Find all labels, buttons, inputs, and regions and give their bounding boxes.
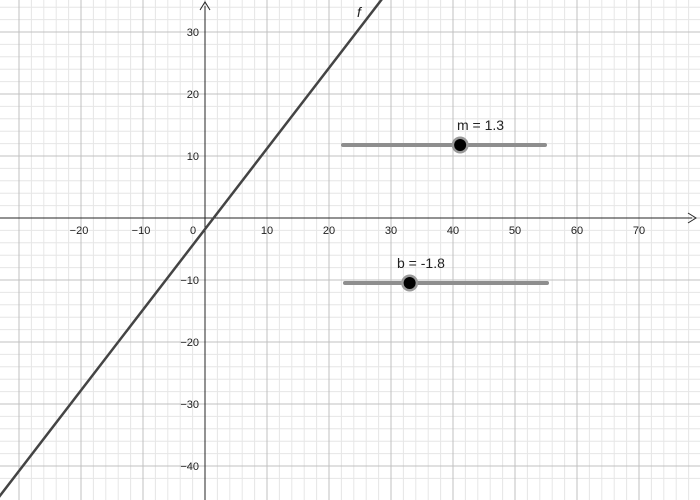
x-tick-label: 70: [633, 225, 645, 237]
x-tick-label: 50: [509, 225, 521, 237]
y-tick-label: 20: [187, 89, 199, 101]
y-tick-labels: 30 20 10 −10 −20 −30 −40: [180, 27, 199, 473]
x-tick-label: 60: [571, 225, 583, 237]
slider-b[interactable]: b = -1.8: [343, 255, 549, 292]
y-tick-label: 30: [187, 27, 199, 39]
x-tick-labels: −20 −10 0 10 20 30 40 50 60 70: [70, 225, 645, 237]
x-axis-arrow-icon: [687, 212, 697, 224]
y-tick-label: −30: [180, 399, 199, 411]
y-tick-label: −40: [180, 461, 199, 473]
x-tick-label: 40: [447, 225, 459, 237]
slider-m-caption: m = 1.3: [457, 117, 504, 133]
slider-m[interactable]: m = 1.3: [341, 117, 547, 154]
y-axis-arrow-icon: [199, 1, 211, 11]
slider-b-caption: b = -1.8: [397, 255, 445, 271]
slider-m-point[interactable]: [454, 139, 467, 151]
slider-b-point[interactable]: [403, 277, 416, 289]
y-tick-label: −20: [180, 337, 199, 349]
x-tick-label: 0: [190, 225, 196, 237]
y-tick-label: −10: [180, 275, 199, 287]
x-tick-label: 20: [323, 225, 335, 237]
function-f-label: f: [357, 4, 363, 20]
x-tick-label: −20: [70, 225, 89, 237]
function-f-line[interactable]: [0, 0, 389, 500]
y-tick-label: 10: [187, 151, 199, 163]
x-tick-label: −10: [132, 225, 151, 237]
x-tick-label: 30: [385, 225, 397, 237]
x-tick-label: 10: [261, 225, 273, 237]
